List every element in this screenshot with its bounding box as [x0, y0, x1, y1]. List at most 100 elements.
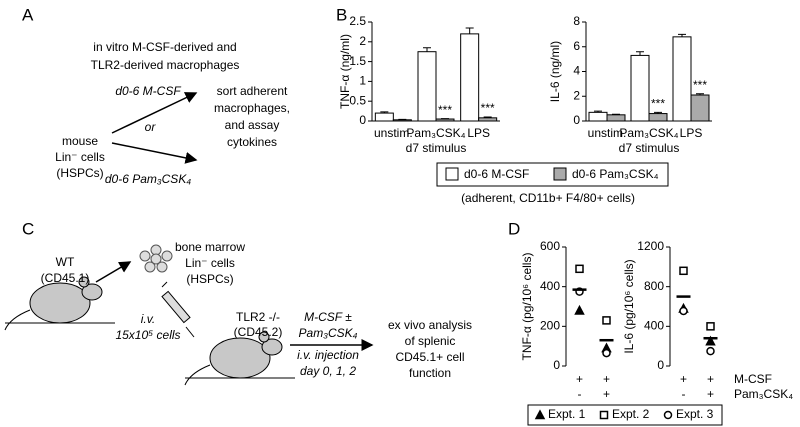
error-bar — [423, 47, 431, 52]
error-bar — [380, 111, 389, 114]
mouse-wt — [4, 276, 115, 331]
or-label: or — [145, 120, 157, 134]
point — [679, 266, 688, 276]
condition-sign: + — [603, 372, 610, 386]
recipient-label: (CD45.2) — [234, 325, 283, 339]
x-tick-label: unstim. — [374, 126, 413, 140]
y-tick-label: 1 — [359, 74, 366, 88]
legend-label: Expt. 3 — [676, 407, 714, 421]
y-axis-label: TNF-α (pg/10⁶ cells) — [520, 253, 534, 361]
arrow — [111, 92, 198, 134]
point — [706, 322, 715, 331]
legend-swatch — [445, 167, 459, 181]
panel-label: D — [508, 219, 520, 238]
bar — [460, 33, 480, 122]
y-tick-label: 600 — [540, 239, 560, 253]
point — [575, 264, 584, 274]
condition-sign: - — [682, 387, 686, 401]
legend-label: Expt. 1 — [548, 407, 586, 421]
y-tick-label: 0.5 — [349, 93, 366, 107]
schedule-label: i.v. injection — [297, 348, 359, 362]
condition-label: M-CSF — [734, 372, 772, 386]
bar — [417, 51, 437, 122]
source-label: mouse — [62, 134, 98, 148]
error-bar — [483, 116, 492, 118]
bar — [478, 117, 498, 122]
panel-a-title: TLR2-derived macrophages — [91, 58, 240, 72]
treatment-label: M-CSF ± — [304, 310, 352, 324]
significance-label: *** — [438, 103, 452, 117]
y-tick-label: 1.5 — [349, 54, 366, 68]
legend-label: d0-6 Pam₃CSK₄ — [572, 167, 659, 181]
syringe — [161, 281, 195, 338]
y-tick-label: 1200 — [637, 239, 664, 253]
bar — [672, 36, 692, 122]
bar — [374, 112, 394, 122]
cells-label: Lin⁻ cells — [185, 256, 235, 270]
x-tick-label: LPS — [680, 126, 703, 140]
arrow — [95, 261, 132, 283]
legend-marker — [599, 410, 609, 420]
x-axis-label: d7 stimulus — [406, 141, 467, 155]
error-bar — [696, 93, 704, 96]
condition-sign: + — [576, 372, 583, 386]
y-tick-label: 400 — [644, 319, 664, 333]
panel-label: A — [22, 5, 34, 24]
source-label: Lin⁻ cells — [55, 150, 105, 164]
x-tick-label: Pam₃CSK₄ — [619, 126, 678, 140]
error-bar — [465, 27, 474, 34]
x-tick-label: Pam₃CSK₄ — [406, 126, 465, 140]
error-bar — [636, 51, 644, 56]
y-tick-label: 400 — [540, 279, 560, 293]
result-label: macrophages, — [214, 101, 290, 115]
readout-label: ex vivo analysis — [388, 318, 472, 332]
error-bar — [654, 111, 662, 114]
significance-label: *** — [481, 101, 495, 115]
y-tick-label: 2.5 — [349, 14, 366, 28]
significance-label: *** — [651, 97, 665, 111]
y-tick-label: 0 — [359, 113, 366, 127]
injection-label: i.v. — [141, 312, 155, 326]
y-tick-label: 8 — [573, 14, 580, 28]
y-tick-label: 200 — [540, 319, 560, 333]
y-tick-label: 0 — [657, 358, 664, 372]
bar — [648, 113, 668, 122]
donor-label: WT — [56, 255, 75, 269]
error-bar — [594, 110, 602, 113]
readout-label: of splenic — [405, 334, 456, 348]
y-tick-label: 0 — [573, 113, 580, 127]
y-tick-label: 6 — [573, 39, 580, 53]
y-axis-label: TNF-α (ng/ml) — [338, 34, 352, 109]
bar — [690, 94, 710, 122]
cells-label: (HSPCs) — [186, 272, 233, 286]
readout-label: CD45.1+ cell — [395, 350, 464, 364]
point — [602, 316, 611, 325]
y-axis-label: IL-6 (ng/ml) — [548, 41, 562, 102]
cells-label: bone marrow — [175, 240, 245, 254]
legend-swatch — [553, 167, 567, 181]
path-label: d0-6 M-CSF — [115, 84, 181, 98]
result-label: sort adherent — [217, 84, 288, 98]
point — [706, 346, 715, 356]
bar — [588, 111, 608, 122]
condition-sign: + — [707, 387, 714, 401]
condition-sign: + — [680, 372, 687, 386]
treatment-label: Pam₃CSK₄ — [299, 326, 358, 340]
injection-label: 15x10⁵ cells — [115, 328, 180, 342]
result-label: and assay — [225, 118, 280, 132]
legend-marker — [534, 409, 546, 420]
point — [602, 348, 611, 358]
point — [574, 304, 585, 315]
bar — [392, 119, 412, 122]
legend-label: d0-6 M-CSF — [464, 167, 529, 181]
panel-a-title: in vitro M-CSF-derived and — [93, 40, 236, 54]
legend-box — [527, 404, 723, 426]
bar — [435, 118, 455, 122]
readout-label: function — [409, 366, 451, 380]
error-bar — [678, 33, 686, 37]
legend-label: Expt. 2 — [612, 407, 650, 421]
y-axis-label: IL-6 (pg/10⁶ cells) — [622, 259, 636, 353]
note: (adherent, CD11b+ F4/80+ cells) — [461, 191, 635, 205]
